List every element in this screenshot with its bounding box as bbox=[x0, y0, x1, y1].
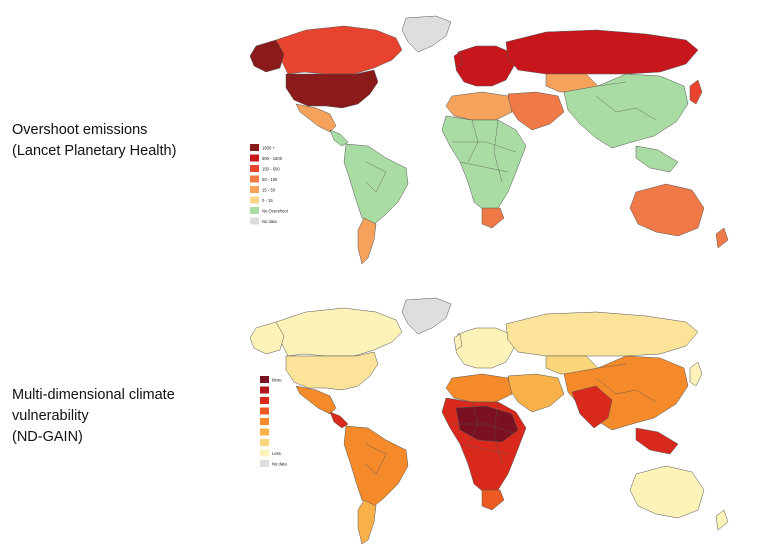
sahel bbox=[455, 405, 519, 443]
central-america bbox=[329, 129, 349, 147]
north-africa bbox=[445, 373, 513, 403]
mexico bbox=[295, 103, 337, 133]
asia bbox=[563, 73, 689, 149]
southeast-asia bbox=[635, 145, 679, 173]
south-america bbox=[343, 143, 409, 227]
legend-label: No data bbox=[272, 462, 287, 467]
legend-label: Less bbox=[272, 451, 281, 456]
legend-label: 1500 + bbox=[262, 146, 275, 151]
africa bbox=[441, 115, 527, 213]
south-cone bbox=[357, 499, 377, 545]
legend-swatch bbox=[250, 165, 259, 172]
north-africa bbox=[445, 91, 513, 121]
alaska bbox=[249, 321, 285, 355]
legend-swatch bbox=[250, 217, 259, 225]
europe bbox=[455, 45, 515, 87]
south-asia bbox=[571, 385, 613, 429]
europe bbox=[455, 327, 515, 369]
southeast-asia bbox=[635, 427, 679, 455]
russia bbox=[505, 29, 699, 75]
south-africa bbox=[481, 489, 505, 511]
usa bbox=[285, 69, 379, 109]
legend-swatch bbox=[260, 428, 269, 436]
legend-swatch bbox=[260, 449, 269, 457]
mexico bbox=[295, 385, 337, 415]
legend-swatch bbox=[260, 376, 269, 383]
greenland bbox=[401, 15, 452, 53]
legend-swatch bbox=[250, 175, 259, 183]
legend-label: No data bbox=[262, 219, 277, 224]
climate-vulnerability-map: More Less No data bbox=[249, 297, 729, 545]
south-cone bbox=[357, 217, 377, 265]
legend-swatch bbox=[260, 439, 269, 446]
legend-swatch bbox=[260, 386, 269, 394]
new-zealand bbox=[715, 509, 729, 531]
south-america bbox=[343, 425, 409, 509]
legend-label: 500 - 1500 bbox=[262, 156, 283, 161]
legend-label: 50 - 150 bbox=[262, 177, 278, 182]
middle-east bbox=[507, 91, 565, 131]
canada bbox=[271, 307, 403, 357]
legend-swatch bbox=[250, 144, 259, 151]
legend-label: More bbox=[272, 378, 282, 383]
panel-label-overshoot: Overshoot emissions (Lancet Planetary He… bbox=[12, 122, 177, 159]
australia bbox=[629, 465, 705, 519]
japan bbox=[689, 361, 703, 387]
legend-swatch bbox=[250, 207, 259, 214]
uk bbox=[453, 333, 463, 351]
canada bbox=[271, 25, 403, 75]
south-africa bbox=[481, 207, 505, 229]
legend-swatch bbox=[260, 460, 269, 467]
legend-label: 15 - 50 bbox=[262, 188, 276, 193]
legend-label: 0 - 15 bbox=[262, 198, 273, 203]
russia bbox=[505, 311, 699, 357]
legend-swatch bbox=[250, 154, 259, 162]
new-zealand bbox=[715, 227, 729, 249]
overshoot-emissions-map: 1500 + 500 - 1500 150 - 500 50 - 150 15 - 50… bbox=[249, 15, 729, 265]
legend-swatch bbox=[260, 407, 269, 415]
legend-swatch bbox=[260, 418, 269, 425]
central-america bbox=[329, 411, 349, 429]
usa bbox=[285, 351, 379, 391]
middle-east bbox=[507, 373, 565, 413]
greenland bbox=[401, 297, 452, 335]
japan bbox=[689, 79, 703, 105]
world-map-shapes bbox=[249, 297, 729, 545]
legend-label: No Overshoot bbox=[262, 209, 289, 214]
world-map-shapes bbox=[249, 15, 729, 265]
alaska bbox=[249, 39, 285, 73]
legend-swatch bbox=[250, 196, 259, 204]
legend-swatch bbox=[250, 186, 259, 193]
uk bbox=[453, 51, 463, 69]
legend-swatch bbox=[260, 397, 269, 404]
australia bbox=[629, 183, 705, 237]
legend-label: 150 - 500 bbox=[262, 167, 280, 172]
map-legend: More Less No data bbox=[260, 376, 287, 467]
panel-label-vulnerability: Multi-dimensional climate vulnerability … bbox=[12, 387, 175, 445]
map-legend: 1500 + 500 - 1500 150 - 500 50 - 150 15 - 50… bbox=[250, 144, 289, 225]
